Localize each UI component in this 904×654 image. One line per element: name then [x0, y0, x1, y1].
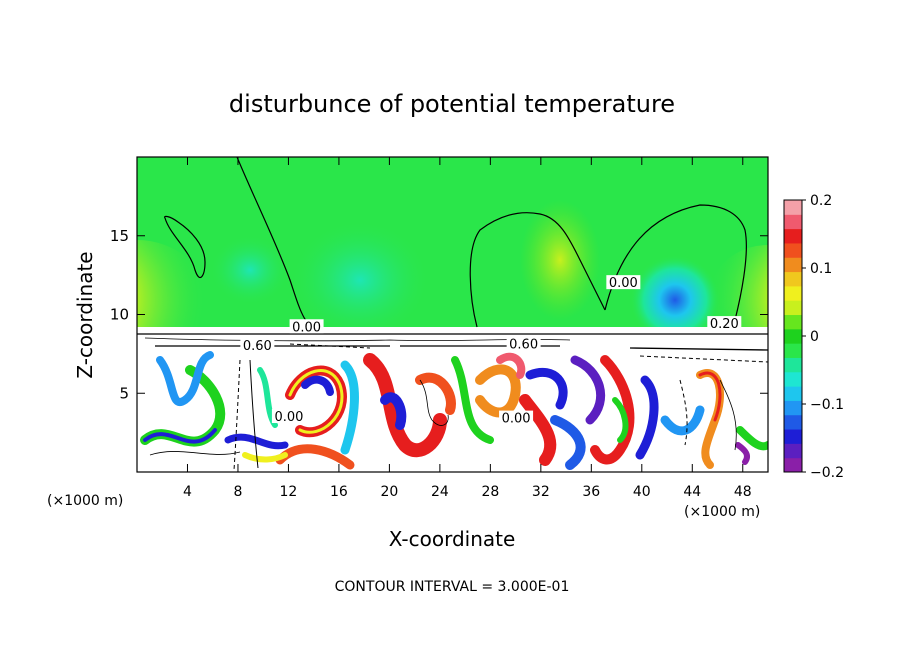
contour-label: 0.60 — [509, 338, 538, 353]
contour-label-bg — [240, 338, 275, 353]
x-tick-label: 12 — [280, 484, 298, 500]
colorbar-swatch — [784, 386, 802, 401]
colorbar-swatch — [784, 328, 802, 344]
x-tick-label: 20 — [380, 484, 398, 500]
contour-label-bg — [499, 410, 534, 425]
contour-label: 0.20 — [710, 317, 739, 332]
x-tick-label: 44 — [683, 484, 701, 500]
x-tick-label: 48 — [734, 484, 752, 500]
colorbar-tick-label: 0 — [810, 329, 819, 345]
x-tick-label: 28 — [481, 484, 499, 500]
contour-label: 0.00 — [609, 276, 638, 291]
colorbar-swatch — [784, 457, 802, 473]
contour-label-layer: 0.00 0.60 0.60 0.00 0.20 0.00 0.00 — [240, 275, 742, 427]
y-axis: 5 10 15 — [110, 227, 768, 402]
contour-label: 0.00 — [274, 410, 303, 425]
turbulent-eddies — [140, 351, 768, 470]
contour-label: 0.60 — [243, 339, 272, 354]
contour-label: 0.00 — [292, 320, 321, 335]
colorbar-swatch — [784, 242, 802, 258]
x-axis: 4 8 12 16 20 24 28 32 36 40 44 48 — [183, 157, 752, 500]
colorbar-swatch — [784, 357, 802, 373]
colorbar: 0.2 0.1 0 −0.1 −0.2 — [783, 193, 844, 481]
colorbar-swatch — [784, 214, 802, 230]
colorbar-swatch — [784, 400, 802, 416]
x-tick-label: 16 — [330, 484, 348, 500]
y-tick-label: 5 — [119, 384, 129, 402]
colorbar-swatch — [784, 228, 802, 244]
chart-title: disturbunce of potential temperature — [229, 90, 675, 118]
colorbar-tick-label: −0.2 — [810, 465, 844, 481]
x-tick-label: 36 — [582, 484, 600, 500]
y-tick-label: 15 — [110, 227, 129, 245]
contour-interval-note: CONTOUR INTERVAL = 3.000E-01 — [335, 579, 570, 595]
colorbar-tick-label: −0.1 — [810, 397, 844, 413]
contour-label-bg — [506, 336, 541, 351]
colorbar-swatch — [784, 200, 802, 215]
x-tick-label: 40 — [633, 484, 651, 500]
colorbar-tick-label: 0.2 — [810, 193, 832, 209]
x-unit-left: (×1000 m) — [47, 493, 123, 509]
x-tick-label: 32 — [532, 484, 550, 500]
colorbar-swatch — [784, 414, 802, 430]
colorbar-swatch — [784, 429, 802, 444]
plot-area: 0.00 0.60 0.60 0.00 0.20 0.00 0.00 — [136, 156, 769, 473]
contour-label-bg — [271, 409, 306, 424]
contour-label-bg — [707, 316, 742, 331]
y-tick-label: 10 — [110, 306, 129, 324]
x-unit-right: (×1000 m) — [684, 504, 760, 520]
contour-label: 0.00 — [502, 412, 531, 427]
contour-label-bg — [289, 319, 324, 334]
x-tick-label: 24 — [431, 484, 449, 500]
colorbar-swatch — [784, 257, 802, 273]
contour-label-bg — [606, 275, 641, 290]
colorbar-swatch — [784, 343, 802, 358]
y-axis-title: Z-coordinate — [73, 251, 97, 378]
colorbar-swatch — [784, 300, 802, 316]
colorbar-tick-label: 0.1 — [810, 261, 832, 277]
colorbar-swatch — [784, 285, 802, 301]
x-tick-label: 8 — [233, 484, 242, 500]
colorbar-swatch — [784, 271, 802, 287]
x-axis-title: X-coordinate — [389, 527, 516, 551]
x-tick-label: 4 — [183, 484, 192, 500]
colorbar-swatch — [784, 314, 802, 330]
colorbar-swatch — [784, 443, 802, 459]
colorbar-swatch — [784, 371, 802, 387]
heatmap-field — [137, 157, 768, 472]
